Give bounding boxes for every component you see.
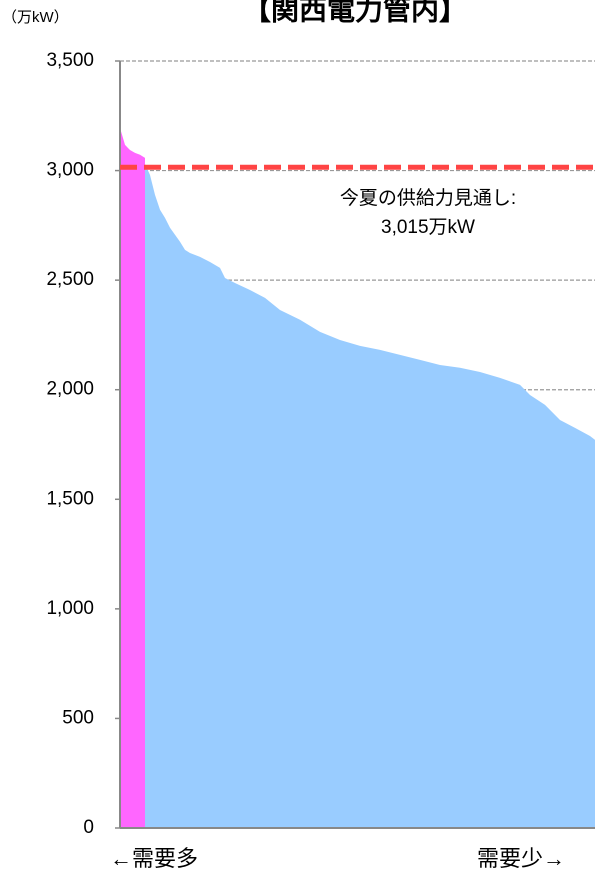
- x-left-label: ←需要多: [110, 846, 198, 871]
- y-tick-label: 3,500: [46, 50, 94, 71]
- y-tick-label: 2,500: [46, 269, 94, 290]
- area: [145, 163, 595, 829]
- y-tick-label: 500: [62, 707, 94, 728]
- y-tick-label: 1,500: [46, 488, 94, 509]
- y-axis-label: （万kW）: [2, 9, 69, 26]
- supply-label: 今夏の供給力見通し:: [340, 187, 516, 209]
- y-tick-label: 3,000: [46, 160, 94, 181]
- x-right-label: 需要少→: [477, 846, 565, 871]
- y-tick-label: 2,000: [46, 379, 94, 400]
- y-tick-label: 1,000: [46, 598, 94, 619]
- chart-title: 【関西電力管内】: [243, 0, 467, 25]
- supply-label: 3,015万kW: [381, 217, 475, 238]
- area: [120, 127, 145, 829]
- y-tick-label: 0: [83, 817, 94, 838]
